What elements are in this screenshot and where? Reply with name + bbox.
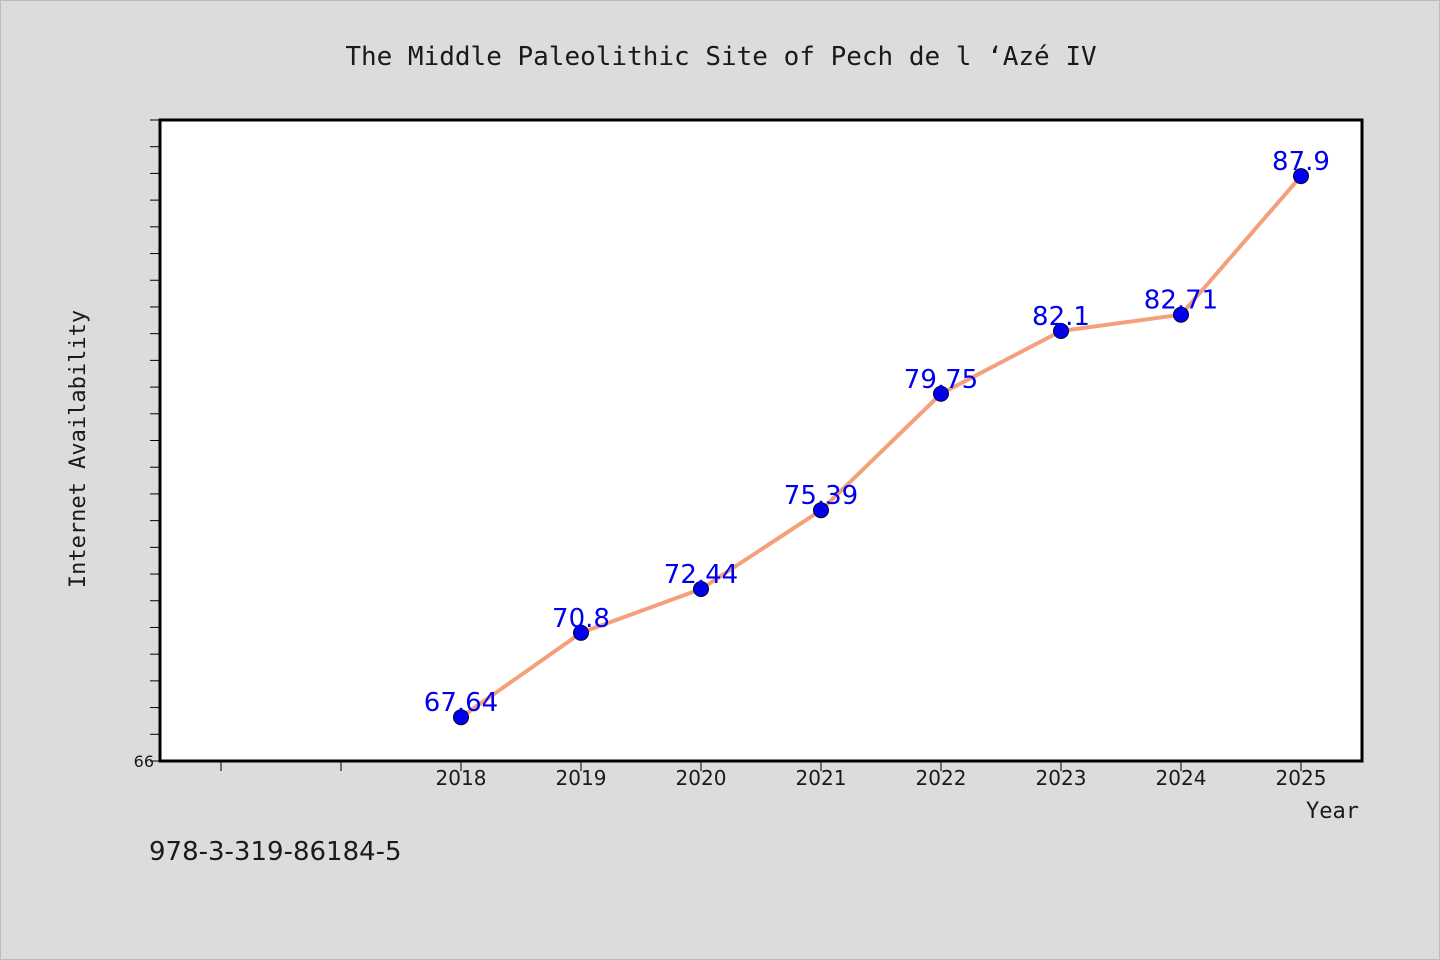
data-point (693, 580, 709, 597)
series-line (459, 174, 1303, 720)
data-label: 70.8 (552, 604, 610, 634)
x-tick-label: 2020 (676, 766, 727, 790)
data-label: 82.71 (1144, 286, 1218, 316)
data-point (813, 502, 829, 519)
x-tick-label: 2019 (556, 766, 607, 790)
x-axis-ticks (220, 761, 1302, 771)
plot-area (158, 118, 1364, 763)
data-point (573, 624, 589, 641)
chart-title: The Middle Paleolithic Site of Pech de l… (345, 42, 1096, 72)
series-line-group (459, 174, 1303, 720)
x-tick-label: 2018 (436, 766, 487, 790)
x-tick-label: 2023 (1036, 766, 1087, 790)
data-point (1293, 168, 1309, 185)
y-tick-label: 66 (134, 752, 154, 771)
data-point (453, 709, 469, 726)
x-axis-tick-labels: 2018 2019 2020 2021 2022 2023 2024 2025 (436, 766, 1327, 790)
y-axis-title: Internet Availability (66, 310, 91, 588)
data-label: 82.1 (1032, 302, 1090, 332)
series-data-labels: 67.64 70.8 72.44 75.39 79.75 82.1 82.71 87.9 (424, 147, 1330, 718)
footnote-isbn: 978-3-319-86184-5 (149, 837, 402, 867)
data-label: 87.9 (1272, 147, 1330, 177)
data-label: 79.75 (904, 365, 978, 395)
data-label: 75.39 (784, 481, 858, 511)
series-markers (453, 168, 1309, 726)
data-label: 72.44 (664, 560, 738, 590)
x-tick-label: 2024 (1156, 766, 1207, 790)
x-tick-label: 2022 (916, 766, 967, 790)
data-point (933, 385, 949, 402)
data-label: 67.64 (424, 688, 498, 718)
x-tick-label: 2021 (796, 766, 847, 790)
y-axis-ticks (150, 119, 160, 762)
x-tick-label: 2025 (1276, 766, 1327, 790)
x-axis-title: Year (1306, 799, 1359, 824)
y-axis-tick-labels: 66 (134, 752, 154, 771)
data-point (1173, 306, 1189, 323)
data-point (1053, 322, 1069, 339)
